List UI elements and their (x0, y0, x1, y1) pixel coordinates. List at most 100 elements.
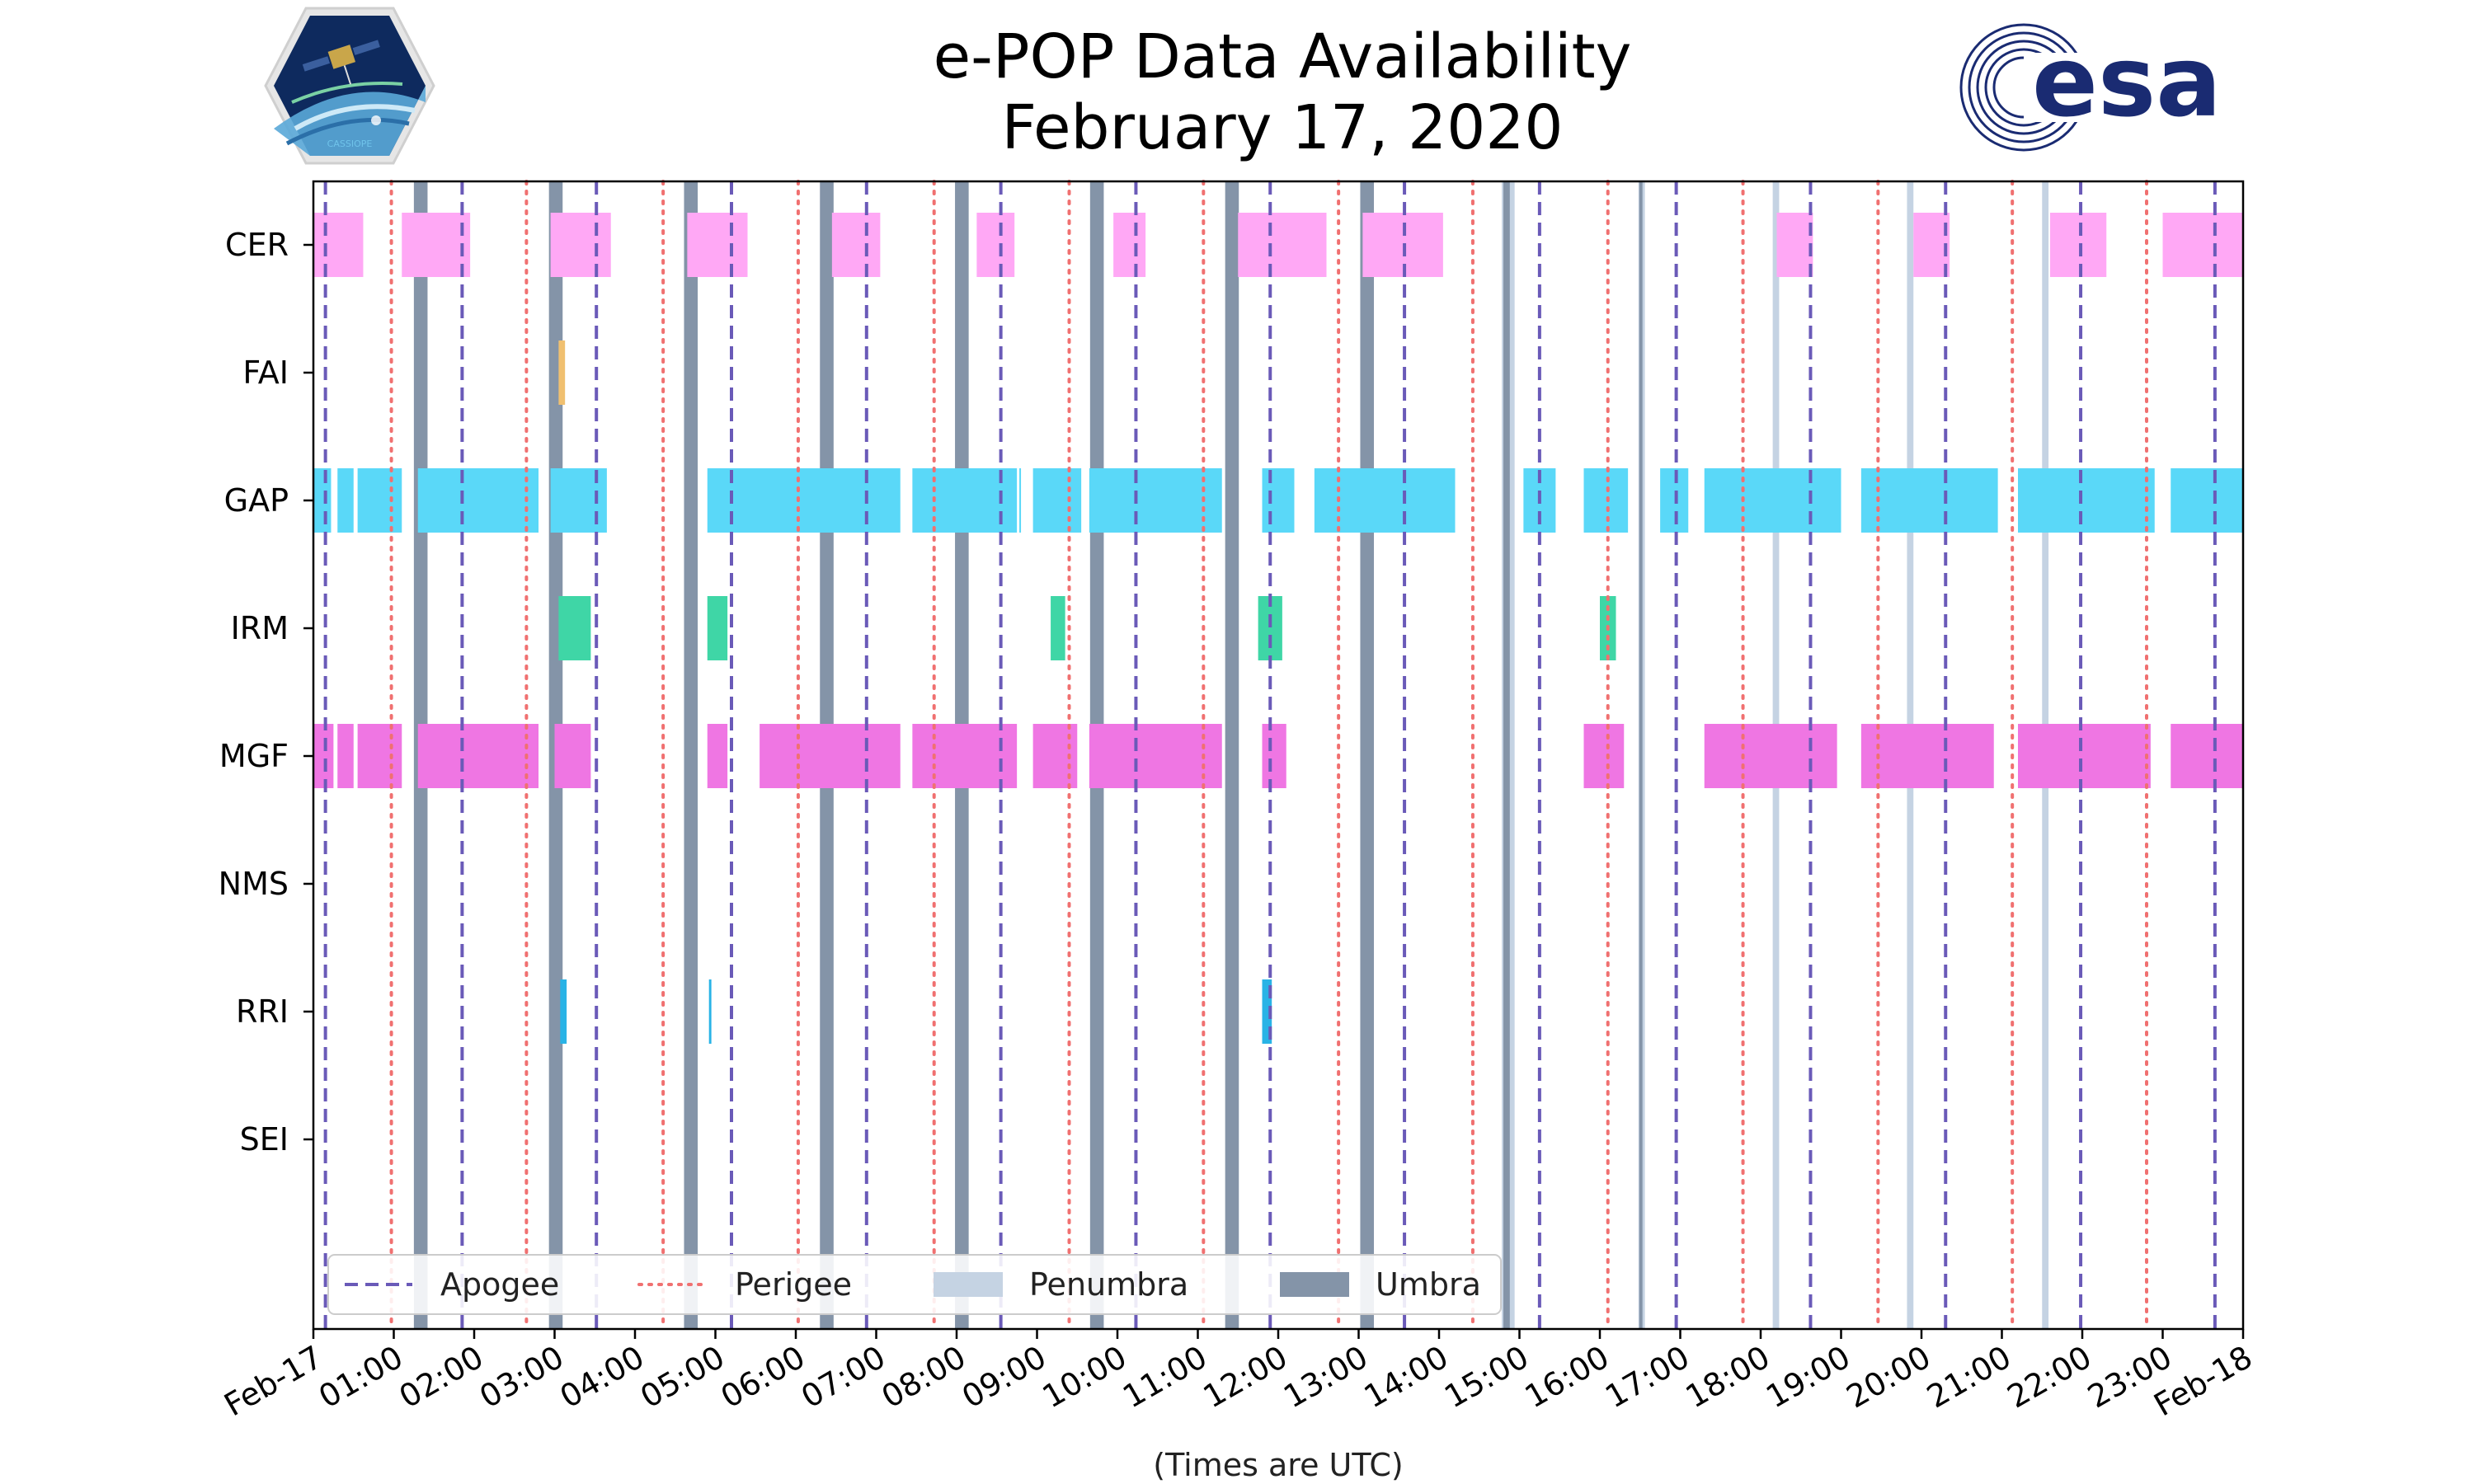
rri-bar (560, 979, 567, 1044)
gap-bar (337, 468, 354, 533)
gap-bar (1704, 468, 1841, 533)
mgf-bar (313, 724, 334, 788)
x-tick-label: 18:00 (1680, 1339, 1776, 1416)
y-tick-label: MGF (219, 738, 289, 774)
x-tick-label: 02:00 (393, 1339, 490, 1416)
umbra-band (1360, 181, 1375, 1329)
gap-bar (357, 468, 402, 533)
mgf-bar (1704, 724, 1837, 788)
gap-bar (1314, 468, 1456, 533)
gap-bar (1032, 468, 1082, 533)
gap-bar (1583, 468, 1629, 533)
cer-bar (831, 213, 881, 277)
mgf-bar (707, 724, 728, 788)
mgf-bar (2018, 724, 2151, 788)
mgf-bar (1262, 724, 1286, 788)
irm-bar (707, 596, 728, 660)
x-tick-label: 01:00 (313, 1339, 409, 1416)
x-tick-label: 13:00 (1277, 1339, 1374, 1416)
legend-label: Apogee (440, 1266, 559, 1303)
cer-bar (1776, 213, 1813, 277)
mgf-bar (554, 724, 591, 788)
mgf-bar (760, 724, 901, 788)
cer-bar (402, 213, 471, 277)
esa-logo-text: esa (2032, 25, 2222, 139)
x-tick-label: 14:00 (1358, 1339, 1455, 1416)
legend: Apogee Perigee Penumbra Umbra (327, 1254, 1502, 1315)
legend-label: Penumbra (1029, 1266, 1188, 1303)
gap-bar (417, 468, 539, 533)
gap-bar (2018, 468, 2155, 533)
x-tick-label: Feb-17 (218, 1339, 328, 1424)
legend-label: Umbra (1376, 1266, 1481, 1303)
x-tick-label: 11:00 (1117, 1339, 1213, 1416)
cer-bar (976, 213, 1015, 277)
mgf-bar (1583, 724, 1625, 788)
cer-bar (2050, 213, 2107, 277)
mgf-bar (1089, 724, 1222, 788)
y-tick-label: SEI (240, 1121, 289, 1158)
y-tick-label: IRM (231, 610, 289, 646)
gap-bar (1089, 468, 1222, 533)
x-tick-label: 20:00 (1841, 1339, 1937, 1416)
cer-bar (687, 213, 748, 277)
esa-logo: esa (1959, 23, 2222, 152)
mgf-bar (417, 724, 539, 788)
bars-layer (313, 213, 2243, 1044)
cassiope-logo-text: CASSIOPE (327, 139, 373, 149)
y-tick-label: NMS (219, 866, 289, 902)
x-tick-label: 17:00 (1599, 1339, 1696, 1416)
chart-title: e-POP Data Availability February 17, 202… (0, 21, 2474, 163)
mgf-bar (357, 724, 402, 788)
x-tick-label: 05:00 (634, 1339, 731, 1416)
umbra-band (1639, 181, 1643, 1329)
cer-bar (550, 213, 611, 277)
gap-bar (707, 468, 901, 533)
gap-bar (1262, 468, 1295, 533)
irm-bar (1051, 596, 1065, 660)
umbra-band (1225, 181, 1239, 1329)
cer-bar (1113, 213, 1146, 277)
gap-bar (313, 468, 332, 533)
umbra-band (684, 181, 698, 1329)
legend-umbra-swatch (1280, 1272, 1349, 1297)
gap-bar (550, 468, 607, 533)
irm-bar (558, 596, 591, 660)
title-line1: e-POP Data Availability (933, 21, 1632, 92)
x-tick-label: 19:00 (1760, 1339, 1856, 1416)
x-tick-label: 08:00 (876, 1339, 972, 1416)
y-tick-label: GAP (224, 482, 289, 519)
cassiope-logo: CASSIOPE (264, 7, 435, 165)
mgf-bar (1860, 724, 1994, 788)
fai-bar (558, 340, 566, 405)
x-tick-label: 09:00 (956, 1339, 1052, 1416)
y-tick-label: FAI (242, 355, 289, 391)
cer-bar (1238, 213, 1327, 277)
legend-penumbra-swatch (934, 1272, 1003, 1297)
x-tick-label: 22:00 (2001, 1339, 2098, 1416)
x-tick-label: 16:00 (1519, 1339, 1616, 1416)
x-tick-label: 04:00 (554, 1339, 651, 1416)
x-axis-label: (Times are UTC) (1153, 1447, 1403, 1483)
cer-bar (313, 213, 364, 277)
x-tick-label: 15:00 (1438, 1339, 1535, 1416)
x-tick-label: 06:00 (715, 1339, 811, 1416)
x-tick-label: 03:00 (473, 1339, 570, 1416)
rri-bar (1262, 979, 1272, 1044)
y-tick-label: RRI (236, 993, 289, 1030)
x-tick-label: 12:00 (1197, 1339, 1294, 1416)
title-line2: February 17, 2020 (1001, 92, 1564, 163)
x-tick-label: 10:00 (1037, 1339, 1133, 1416)
umbra-band (1503, 181, 1510, 1329)
mgf-bar (337, 724, 354, 788)
rri-bar (708, 979, 712, 1044)
x-tick-label: 07:00 (795, 1339, 891, 1416)
legend-label: Perigee (735, 1266, 852, 1303)
gap-bar (2171, 468, 2243, 533)
mgf-bar (2171, 724, 2243, 788)
mgf-bar (912, 724, 1018, 788)
gap-bar (1019, 468, 1022, 533)
x-tick-label: 21:00 (1921, 1339, 2017, 1416)
y-tick-label: CER (225, 227, 289, 263)
